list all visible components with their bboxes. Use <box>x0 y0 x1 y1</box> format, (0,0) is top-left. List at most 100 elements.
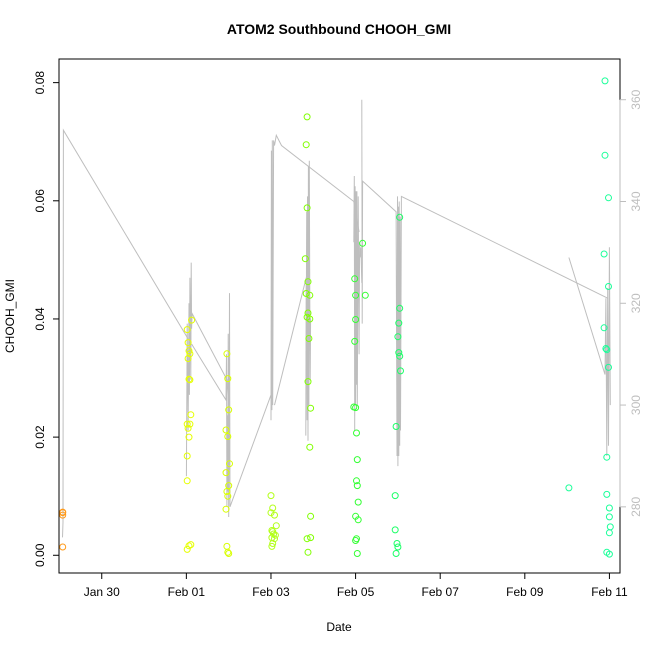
data-point <box>392 550 400 557</box>
data-point <box>59 508 67 516</box>
data-point <box>183 477 191 485</box>
data-point <box>225 550 233 557</box>
series-line-segment <box>62 128 189 538</box>
data-point <box>304 548 312 556</box>
data-point <box>306 315 314 323</box>
data-point <box>187 411 195 419</box>
series-line-segment <box>274 160 312 441</box>
axes: Jan 30 Feb 01 Feb 03 Feb 05 Feb 07 Feb 09 Feb … <box>33 71 643 599</box>
data-point <box>600 250 608 258</box>
data-point <box>307 512 315 520</box>
data-point <box>59 511 67 519</box>
data-point <box>269 540 277 547</box>
x-axis-label: Date <box>326 620 352 634</box>
series-line-segment <box>353 175 363 431</box>
data-point <box>603 453 611 461</box>
data-point <box>271 531 279 539</box>
data-point <box>603 490 611 498</box>
data-point <box>351 337 359 345</box>
data-point <box>267 509 275 517</box>
data-point <box>359 239 367 247</box>
y2-tick-label: 320 <box>629 293 643 313</box>
data-point <box>301 255 309 263</box>
data-point <box>306 443 314 451</box>
data-point <box>352 537 360 544</box>
y-tick-label: 0.02 <box>33 425 47 449</box>
data-point <box>183 452 191 460</box>
data-point <box>605 363 612 371</box>
data-point <box>361 291 369 299</box>
data-point <box>392 423 400 430</box>
y-axis-label: CHOOH_GMI <box>3 279 17 353</box>
data-point <box>601 151 609 159</box>
data-point <box>393 540 401 547</box>
data-point <box>353 550 361 557</box>
data-point <box>224 492 232 500</box>
data-point <box>605 513 613 521</box>
data-point <box>304 278 312 286</box>
data-point <box>225 406 233 414</box>
x-tick-label: Feb 09 <box>506 585 544 599</box>
y2-tick-label: 340 <box>629 191 643 211</box>
data-point <box>394 333 402 341</box>
data-point <box>306 291 314 299</box>
data-point <box>396 304 404 312</box>
data-point <box>222 505 230 513</box>
data-point <box>184 339 192 347</box>
data-point <box>222 469 230 477</box>
data-point <box>565 484 573 492</box>
data-point <box>603 346 611 354</box>
data-point <box>271 535 278 543</box>
data-point <box>605 550 613 558</box>
data-point <box>303 535 311 543</box>
data-point <box>185 542 193 550</box>
data-point <box>267 492 275 500</box>
data-point <box>224 433 232 440</box>
data-point <box>395 349 403 357</box>
y2-tick-label: 360 <box>629 89 643 109</box>
data-point <box>396 213 404 221</box>
y2-tick-label: 300 <box>629 395 643 415</box>
data-point <box>352 316 360 323</box>
data-point <box>186 420 194 428</box>
x-tick-label: Feb 07 <box>422 585 460 599</box>
data-point <box>354 498 362 506</box>
data-point <box>186 350 194 358</box>
data-point <box>223 488 231 495</box>
series-line-segment <box>270 133 360 421</box>
chart-title: ATOM2 Southbound CHOOH_GMI <box>227 21 451 37</box>
data-point <box>185 347 193 355</box>
x-tick-label: Feb 01 <box>168 585 206 599</box>
data-point <box>186 376 194 384</box>
data-point <box>303 113 311 121</box>
y2-tick-label: 280 <box>629 497 643 517</box>
data-point <box>605 194 612 202</box>
data-point <box>307 534 315 542</box>
data-point <box>391 492 399 500</box>
data-point <box>268 542 276 550</box>
data-point <box>353 477 360 485</box>
data-point <box>224 375 232 383</box>
data-point <box>304 378 312 386</box>
data-point <box>272 522 280 530</box>
data-point <box>184 424 192 432</box>
data-point <box>396 352 404 360</box>
data-point <box>183 545 191 553</box>
data-point <box>270 530 278 538</box>
data-point <box>223 350 231 358</box>
data-point <box>222 426 230 434</box>
data-point <box>183 326 191 334</box>
data-point <box>185 433 193 441</box>
data-point <box>602 345 610 352</box>
data-point <box>605 529 613 537</box>
data-point <box>354 516 362 524</box>
data-point <box>391 526 399 534</box>
data-point <box>271 511 278 519</box>
data-point <box>268 527 276 534</box>
data-point <box>605 283 612 290</box>
x-tick-label: Feb 11 <box>591 585 628 599</box>
data-point <box>353 429 360 437</box>
data-point <box>305 335 313 342</box>
